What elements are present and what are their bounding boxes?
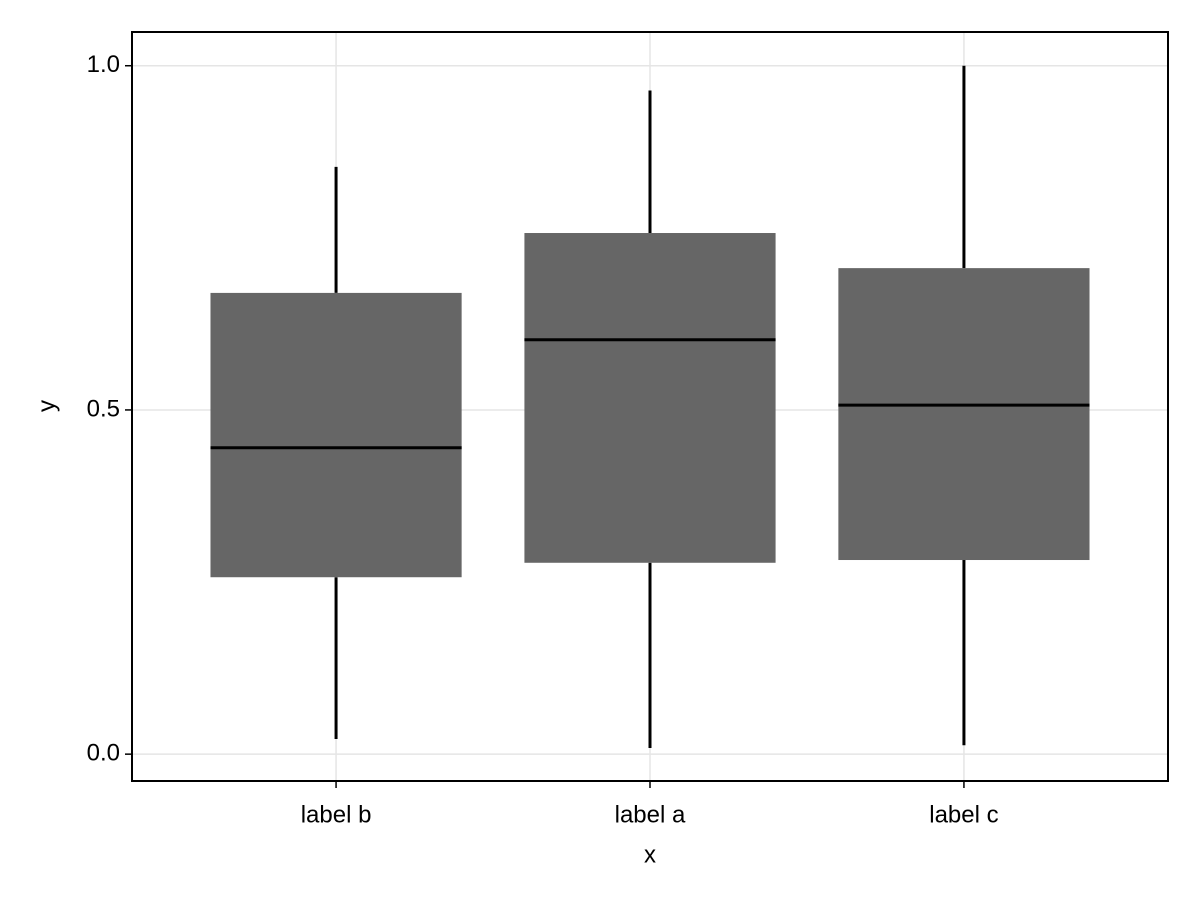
box [838,268,1090,561]
x-tick-label: label b [301,801,372,828]
y-axis-label: y [33,400,60,412]
x-tick-label: label c [929,801,998,828]
y-tick-label: 0.5 [87,395,120,422]
box [524,233,776,563]
x-axis-label: x [644,841,656,868]
y-tick-label: 1.0 [87,51,120,78]
x-tick-label: label a [615,801,686,828]
box [210,292,462,578]
y-tick-label: 0.0 [87,739,120,766]
plot-frame [131,31,1169,782]
